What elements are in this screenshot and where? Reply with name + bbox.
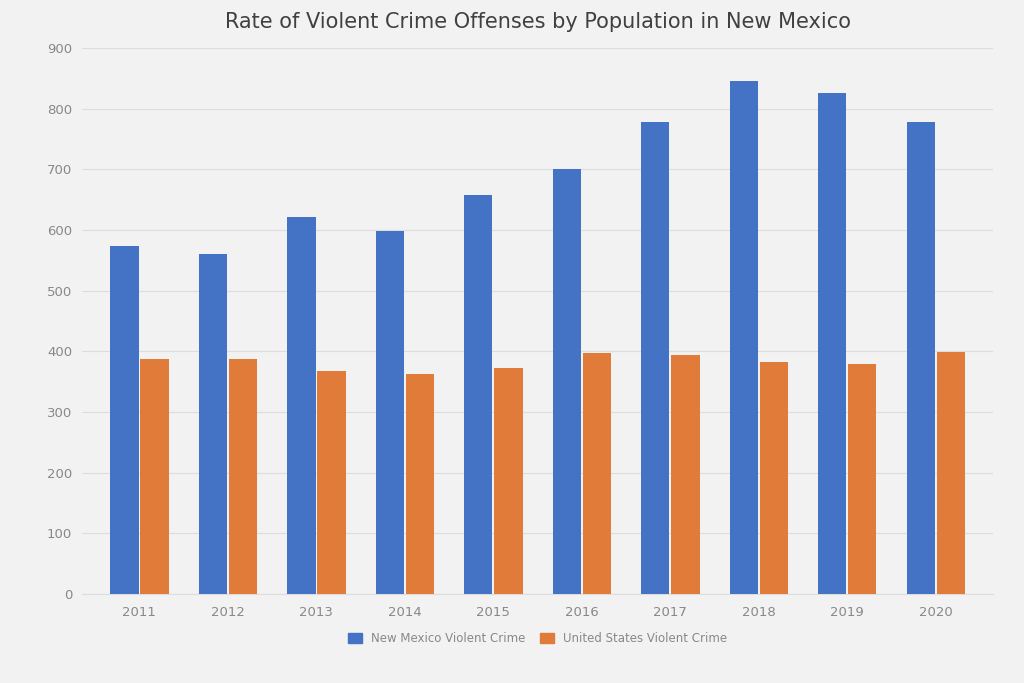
Bar xyxy=(760,362,788,594)
Bar xyxy=(906,122,935,594)
Bar xyxy=(937,352,965,594)
Title: Rate of Violent Crime Offenses by Population in New Mexico: Rate of Violent Crime Offenses by Popula… xyxy=(224,12,851,32)
Bar xyxy=(287,217,315,594)
Bar xyxy=(553,169,581,594)
Bar xyxy=(111,247,138,594)
Bar xyxy=(818,93,847,594)
Bar xyxy=(641,122,670,594)
Bar xyxy=(140,359,169,594)
Bar xyxy=(848,364,877,594)
Bar xyxy=(406,374,434,594)
Bar xyxy=(376,231,404,594)
Bar xyxy=(583,352,611,594)
Bar xyxy=(228,359,257,594)
Bar xyxy=(671,355,699,594)
Bar xyxy=(317,371,345,594)
Bar xyxy=(199,254,227,594)
Legend: New Mexico Violent Crime, United States Violent Crime: New Mexico Violent Crime, United States … xyxy=(342,626,733,651)
Bar xyxy=(495,367,522,594)
Bar xyxy=(730,81,758,594)
Bar xyxy=(464,195,493,594)
